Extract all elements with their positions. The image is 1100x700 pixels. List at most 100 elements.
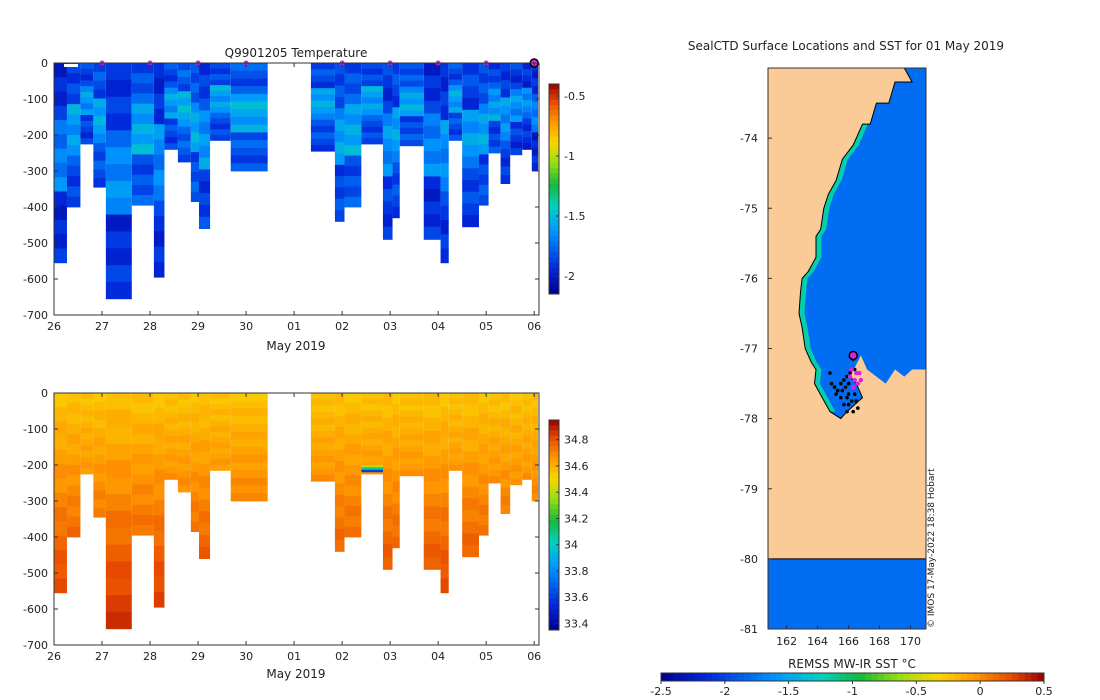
track-point (845, 395, 849, 400)
section-cell (66, 104, 81, 115)
colorbar-segment (549, 546, 559, 552)
section-cell (177, 449, 191, 458)
sst-colorbar-segment (973, 673, 981, 681)
section-cell (210, 459, 231, 466)
section-cell (462, 439, 479, 452)
section-cell (344, 454, 362, 466)
section-cell (478, 144, 489, 155)
sst-colorbar-segment (929, 673, 936, 681)
section-cell (164, 399, 178, 406)
daily-position-point (857, 370, 862, 376)
section-cell (500, 444, 511, 454)
profile-column (344, 393, 362, 538)
section-cell (478, 484, 489, 495)
section-cell (522, 399, 532, 406)
section-cell (105, 443, 132, 461)
section-cell (80, 404, 94, 411)
colorbar-segment (549, 540, 559, 547)
salinity-colorbar: 34.8 34.6 34.4 34.2 34 33.8 33.6 33.4 (548, 419, 589, 631)
section-cell (399, 393, 424, 400)
section-cell (190, 162, 200, 173)
section-cell (334, 164, 345, 177)
section-cell (210, 431, 231, 438)
section-cell (522, 411, 532, 419)
section-cell (230, 400, 268, 409)
section-cell (199, 546, 211, 559)
section-cell (361, 126, 383, 133)
colorbar-segment (549, 126, 559, 132)
section-cell (531, 423, 539, 432)
section-cell (478, 443, 489, 455)
section-cell (334, 153, 345, 166)
section-cell (382, 100, 393, 114)
section-cell (399, 440, 424, 447)
section-cell (80, 450, 94, 458)
section-cell (382, 443, 393, 457)
section-cell (510, 69, 523, 77)
section-cell (392, 140, 400, 152)
section-cell (399, 122, 424, 129)
section-cell (199, 133, 211, 147)
section-cell (448, 437, 463, 444)
section-cell (153, 78, 165, 94)
sst-colorbar-segment (980, 673, 988, 681)
section-cell (190, 521, 200, 532)
section-cell (361, 433, 383, 440)
x-tick-label: 26 (47, 320, 61, 333)
section-cell (531, 485, 539, 494)
section-cell (440, 564, 449, 579)
section-cell (210, 448, 231, 455)
section-cell (177, 421, 191, 429)
map-x-tick-label: 164 (807, 635, 828, 648)
section-cell (93, 393, 106, 403)
section-cell (423, 138, 441, 152)
section-cell (230, 78, 268, 87)
colorbar-segment (549, 278, 559, 284)
section-cell (334, 404, 345, 417)
section-cell (382, 519, 393, 532)
colorbar-segment (549, 483, 559, 489)
section-cell (382, 393, 393, 406)
section-cell (80, 91, 94, 99)
sst-colorbar-segment (839, 673, 847, 681)
section-cell (131, 113, 154, 125)
ocean-sst-area (799, 68, 926, 419)
section-cell (93, 419, 106, 429)
section-cell (93, 508, 106, 518)
section-cell (164, 137, 178, 144)
section-cell (382, 138, 393, 152)
section-cell (448, 112, 463, 119)
x-tick-label: 26 (47, 650, 61, 663)
section-cell (448, 459, 463, 466)
section-cell (423, 556, 441, 570)
colorbar-tick-label: -1 (564, 150, 575, 163)
track-point (835, 388, 840, 393)
section-cell (164, 417, 178, 425)
section-cell (164, 442, 178, 449)
section-cell (66, 73, 81, 84)
section-cell (531, 147, 539, 156)
profile-column (66, 63, 81, 208)
section-cell (423, 214, 441, 228)
section-cell (199, 534, 211, 548)
section-cell (478, 154, 489, 165)
section-cell (478, 464, 489, 475)
section-cell (462, 533, 479, 546)
profile-column (500, 63, 511, 184)
section-cell (500, 479, 511, 489)
section-cell (423, 151, 441, 165)
section-cell (423, 468, 441, 482)
section-cell (522, 93, 532, 101)
section-cell (488, 470, 501, 477)
section-cell (334, 438, 345, 450)
track-point (851, 409, 855, 414)
section-cell (399, 98, 424, 105)
x-tick-label: 28 (143, 320, 157, 333)
section-cell (66, 165, 81, 177)
section-cell (361, 68, 383, 75)
section-cell (522, 448, 532, 456)
section-cell (105, 578, 132, 596)
section-cell (399, 128, 424, 135)
colorbar-segment (549, 488, 559, 494)
section-cell (177, 463, 191, 472)
